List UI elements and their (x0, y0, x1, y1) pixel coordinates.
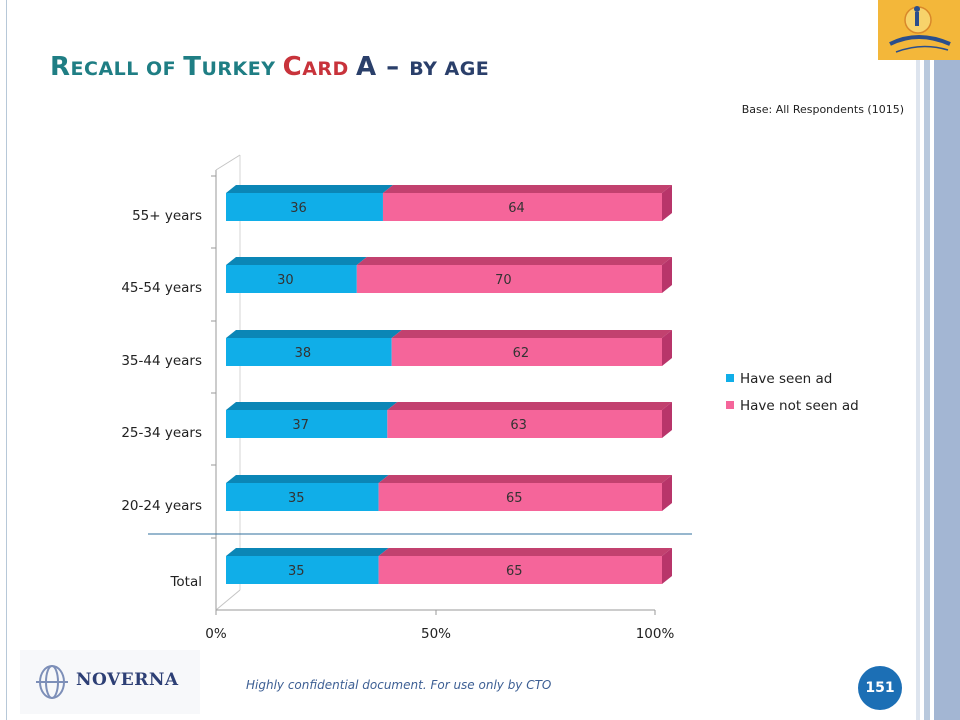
bar-have-seen (226, 410, 388, 438)
data-label: 65 (506, 491, 523, 506)
category-label: 25-34 years (121, 425, 202, 441)
data-label: 62 (513, 346, 530, 361)
left-border-line (6, 0, 7, 720)
bar-top-face (226, 257, 367, 265)
x-tick-label: 100% (636, 626, 675, 642)
bar-side-face (662, 330, 672, 366)
bar-side-face (662, 548, 672, 584)
category-label: 20-24 years (121, 498, 202, 514)
brand-name: NOVERNA (76, 670, 179, 690)
bar-have-not-seen (356, 265, 662, 293)
data-label: 30 (277, 273, 294, 288)
base-note: Base: All Respondents (1015) (741, 103, 904, 116)
bar-side-face (662, 475, 672, 511)
bar-have-seen (226, 483, 379, 511)
page-title: RECALL OF TURKEY CARD A – BY AGE (50, 52, 490, 82)
bar-have-not-seen (378, 556, 662, 584)
legend-label: Have not seen ad (740, 398, 859, 414)
chart-legend: Have seen ad Have not seen ad (726, 371, 859, 414)
category-label: 45-54 years (121, 280, 202, 296)
x-tick-label: 50% (421, 626, 451, 642)
data-label: 38 (295, 346, 312, 361)
category-label: Total (169, 574, 202, 590)
category-label: 55+ years (132, 208, 202, 224)
bar-have-not-seen (391, 338, 662, 366)
category-labels: 55+ years 45-54 years 35-44 years 25-34 yea… (121, 208, 202, 590)
x-tick-labels: 0% 50% 100% (205, 626, 674, 642)
bar-top-face (378, 475, 672, 483)
data-label: 63 (510, 418, 527, 433)
data-label: 35 (288, 564, 305, 579)
floor-depth-line (215, 589, 241, 611)
noverna-logo-icon: NOVERNA (20, 650, 200, 714)
axis-depth-line (215, 154, 241, 171)
legend-swatch (726, 374, 734, 382)
bar-have-not-seen (378, 483, 662, 511)
bar-top-face (382, 185, 672, 193)
data-label: 36 (290, 201, 307, 216)
chart-axes (148, 154, 692, 615)
bar-have-not-seen (382, 193, 662, 221)
data-label: 64 (508, 201, 525, 216)
bar-have-seen (226, 193, 383, 221)
bar-top-face (226, 330, 402, 338)
legend-label: Have seen ad (740, 371, 832, 387)
data-label: 65 (506, 564, 523, 579)
chart-bars: 36 64 30 70 38 62 37 63 35 65 35 65 (226, 185, 672, 584)
bar-top-face (387, 402, 672, 410)
data-label: 37 (292, 418, 309, 433)
data-label: 70 (495, 273, 512, 288)
x-tick-label: 0% (205, 626, 227, 642)
decorative-stripes (916, 0, 960, 720)
bar-have-seen (226, 556, 379, 584)
footer-note: Highly confidential document. For use on… (246, 678, 552, 692)
bar-top-face (391, 330, 672, 338)
bar-top-face (378, 548, 672, 556)
bar-top-face (226, 548, 389, 556)
bar-side-face (662, 185, 672, 221)
cyprus-logo-icon (878, 0, 960, 60)
category-label: 35-44 years (121, 353, 202, 369)
legend-swatch (726, 401, 734, 409)
bar-have-seen (226, 265, 357, 293)
bar-top-face (356, 257, 672, 265)
bar-side-face (662, 402, 672, 438)
bar-top-face (226, 185, 393, 193)
bar-have-not-seen (387, 410, 662, 438)
bar-side-face (662, 257, 672, 293)
bar-top-face (226, 475, 389, 483)
data-label: 35 (288, 491, 305, 506)
bar-have-seen (226, 338, 392, 366)
bar-top-face (226, 402, 398, 410)
page-number-badge: 151 (858, 666, 902, 710)
